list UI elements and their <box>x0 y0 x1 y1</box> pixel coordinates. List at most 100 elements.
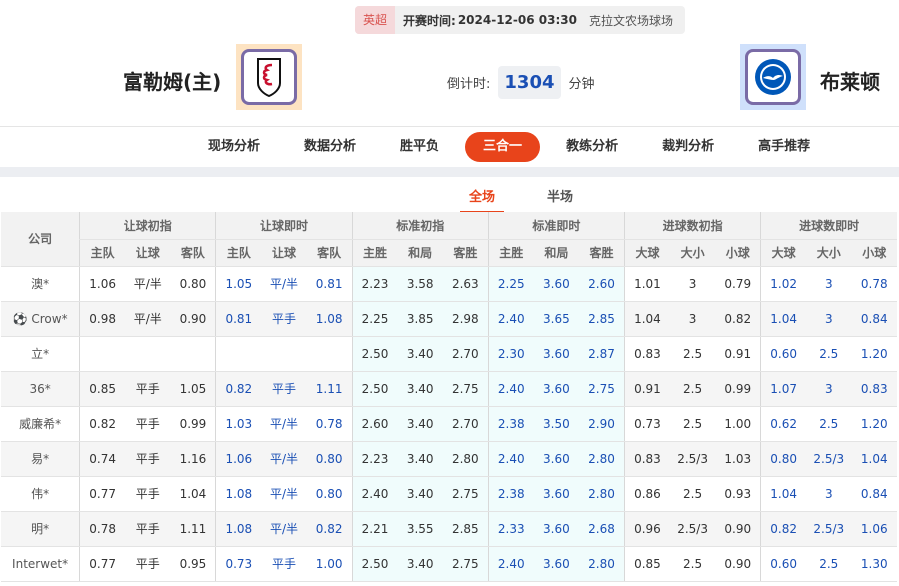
odds-cell: 3.60 <box>533 371 580 407</box>
odds-cell: 0.91 <box>715 336 761 372</box>
company-name: 伟* <box>31 487 50 501</box>
odds-cell: 平手 <box>125 441 171 477</box>
odds-cell: 2.5 <box>806 546 852 582</box>
odds-cell: 0.81 <box>215 301 262 337</box>
odds-cell: 3 <box>669 301 716 337</box>
nav-tab-1x2[interactable]: 胜平负 <box>400 139 440 154</box>
away-team-logo[interactable] <box>740 44 806 110</box>
company-cell[interactable]: 立* <box>1 336 80 372</box>
home-team-name[interactable]: 富勒姆(主) <box>123 70 222 94</box>
nav-tab-expert-picks[interactable]: 高手推荐 <box>758 139 811 154</box>
odds-cell: 3.58 <box>397 266 443 302</box>
odds-cell: 1.06 <box>215 441 262 477</box>
column-header: 和局 <box>397 239 443 267</box>
odds-cell: 3.60 <box>533 546 580 582</box>
odds-cell: 0.98 <box>79 301 126 337</box>
odds-cell: 0.82 <box>760 511 807 547</box>
odds-cell: 1.02 <box>760 266 807 302</box>
odds-cell: 平手 <box>125 476 171 512</box>
odds-cell: 2.5 <box>669 336 716 372</box>
odds-cell: 1.06 <box>79 266 126 302</box>
odds-cell: 1.00 <box>306 546 353 582</box>
odds-cell: 1.01 <box>623 266 670 302</box>
section-separator <box>0 167 899 177</box>
odds-cell: 3 <box>806 371 852 407</box>
column-header: 主胜 <box>487 239 534 267</box>
odds-cell: 2.85 <box>579 301 625 337</box>
countdown: 倒计时: 1304 分钟 <box>447 66 595 99</box>
nav-tab-coach-analysis[interactable]: 教练分析 <box>566 139 619 154</box>
odds-cell: 2.50 <box>351 371 398 407</box>
company-cell[interactable]: Interwet* <box>1 546 80 582</box>
odds-cell: 1.04 <box>760 476 807 512</box>
nav-tab-live-analysis[interactable]: 现场分析 <box>208 139 261 154</box>
odds-cell: 2.80 <box>579 441 625 477</box>
company-name: Crow* <box>31 311 68 326</box>
soccer-ball-icon: ⚽ <box>12 311 32 326</box>
odds-cell: 2.33 <box>487 511 534 547</box>
column-header: 客胜 <box>442 239 489 267</box>
odds-cell: 3.40 <box>397 336 443 372</box>
table-row: 澳* 1.06 平/半 0.80 1.05 平/半 0.81 2.23 3.58 2.63 2.25… <box>1 266 897 302</box>
odds-cell: 1.00 <box>715 406 761 442</box>
company-name: Interwet* <box>12 556 69 571</box>
company-cell[interactable]: ⚽ Crow* <box>1 301 80 337</box>
company-cell[interactable]: 易* <box>1 441 80 477</box>
odds-cell: 2.75 <box>442 371 489 407</box>
group-header: 标准初指 <box>351 212 489 240</box>
column-header: 客队 <box>170 239 216 267</box>
odds-cell: 2.5/3 <box>806 441 852 477</box>
odds-cell <box>79 336 126 372</box>
odds-cell: 2.38 <box>487 406 534 442</box>
nav-tab-three-in-one[interactable]: 三合一 <box>465 132 541 162</box>
tab-half-time[interactable]: 半场 <box>546 190 573 205</box>
odds-cell: 0.60 <box>760 546 807 582</box>
analysis-nav: 现场分析 数据分析 胜平负 三合一 教练分析 裁判分析 高手推荐 <box>190 132 836 162</box>
nav-tab-data-analysis[interactable]: 数据分析 <box>304 139 357 154</box>
odds-cell: 平手 <box>261 301 307 337</box>
odds-cell: 0.83 <box>623 441 670 477</box>
odds-cell: 1.16 <box>170 441 216 477</box>
odds-cell: 3.40 <box>397 441 443 477</box>
odds-cell: 3.40 <box>397 476 443 512</box>
odds-cell: 平手 <box>125 546 171 582</box>
odds-cell: 平手 <box>261 371 307 407</box>
odds-cell: 2.5 <box>669 476 716 512</box>
odds-cell: 0.85 <box>79 371 126 407</box>
company-cell[interactable]: 明* <box>1 511 80 547</box>
company-cell[interactable]: 伟* <box>1 476 80 512</box>
odds-cell: 1.11 <box>306 371 353 407</box>
odds-cell: 2.80 <box>579 546 625 582</box>
odds-cell: 2.50 <box>351 546 398 582</box>
league-badge[interactable]: 英超 <box>355 6 396 34</box>
home-team-logo[interactable] <box>236 44 302 110</box>
away-team-name[interactable]: 布莱顿 <box>820 70 880 94</box>
company-cell[interactable]: 36* <box>1 371 80 407</box>
company-cell[interactable]: 威廉希* <box>1 406 80 442</box>
odds-cell: 2.68 <box>579 511 625 547</box>
odds-cell: 0.90 <box>170 301 216 337</box>
odds-cell: 0.73 <box>623 406 670 442</box>
odds-cell: 1.04 <box>851 441 897 477</box>
odds-cell: 0.80 <box>306 476 353 512</box>
odds-cell <box>170 336 216 372</box>
tab-full-time[interactable]: 全场 <box>460 186 504 213</box>
odds-cell: 2.75 <box>442 476 489 512</box>
table-row: Interwet* 0.77 平手 0.95 0.73 平手 1.00 2.50 3.40 2.7… <box>1 546 897 582</box>
odds-cell: 2.98 <box>442 301 489 337</box>
company-cell[interactable]: 澳* <box>1 266 80 302</box>
odds-cell: 3.85 <box>397 301 443 337</box>
odds-cell: 平/半 <box>125 266 171 302</box>
odds-cell: 1.04 <box>170 476 216 512</box>
odds-cell: 3.60 <box>533 511 580 547</box>
odds-cell: 3 <box>806 266 852 302</box>
odds-cell: 平手 <box>261 546 307 582</box>
group-header: 标准即时 <box>487 212 625 240</box>
odds-cell: 0.90 <box>715 546 761 582</box>
odds-cell: 3.40 <box>397 371 443 407</box>
nav-tab-referee-analysis[interactable]: 裁判分析 <box>662 139 715 154</box>
odds-cell: 0.84 <box>851 476 897 512</box>
odds-cell: 2.90 <box>579 406 625 442</box>
odds-cell: 1.11 <box>170 511 216 547</box>
odds-cell: 3.40 <box>397 546 443 582</box>
